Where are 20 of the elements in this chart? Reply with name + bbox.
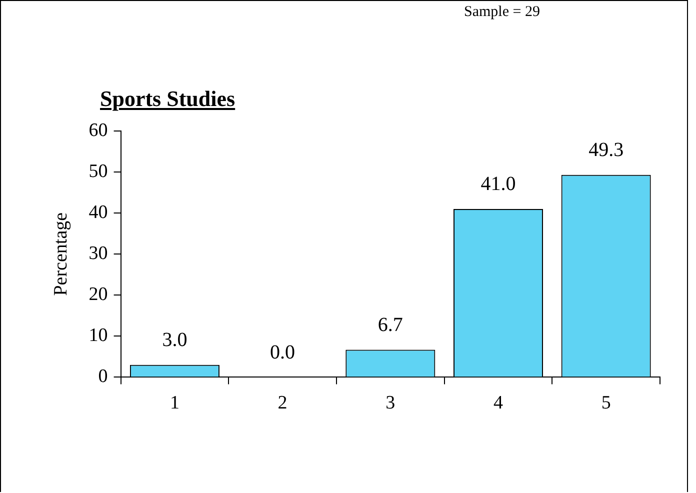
data-label: 41.0: [480, 173, 516, 196]
text: Sample = 29: [464, 4, 540, 21]
data-label: 0.0: [270, 341, 296, 364]
y-tick-label: 0: [98, 366, 108, 388]
y-tick-label: 60: [88, 120, 108, 141]
x-tick-label: 5: [601, 392, 611, 414]
y-tick-label: 40: [88, 202, 108, 224]
x-tick-label: 1: [170, 392, 180, 414]
y-axis-title: Percentage: [50, 212, 72, 296]
data-label: 6.7: [378, 314, 403, 336]
chart-title: Sports Studies: [100, 86, 236, 112]
y-tick-label: 20: [88, 284, 108, 306]
x-tick-label: 4: [493, 392, 504, 414]
x-tick-label: 3: [386, 392, 396, 414]
y-tick-label: 10: [88, 325, 108, 346]
y-tick-label: 50: [88, 161, 108, 182]
y-tick-label: 30: [88, 243, 108, 264]
data-label: 49.3: [588, 139, 624, 162]
data-label: 3.0: [162, 329, 188, 352]
x-tick-label: 2: [278, 392, 288, 414]
